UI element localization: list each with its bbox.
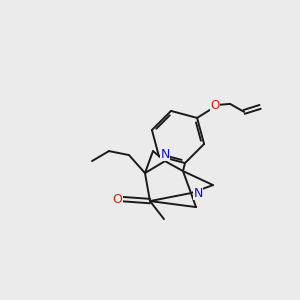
Text: O: O [112, 193, 122, 206]
Text: N: N [193, 187, 203, 200]
Text: N: N [160, 148, 170, 160]
Text: O: O [211, 99, 220, 112]
